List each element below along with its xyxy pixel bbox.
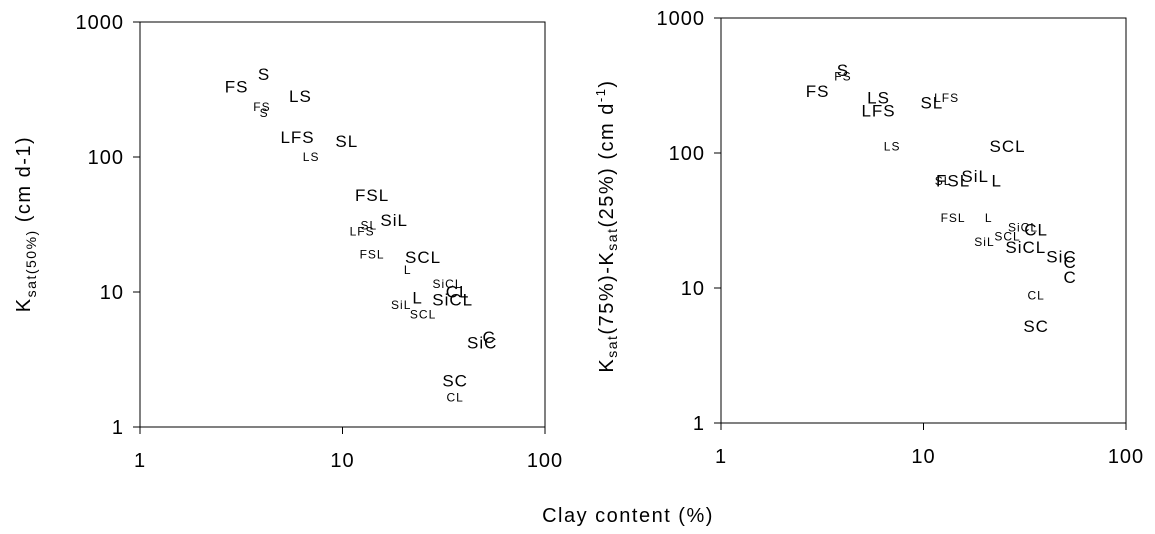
data-point-right-15: SiCL: [1008, 221, 1038, 235]
data-point-left-3: FS: [253, 100, 270, 114]
data-point-right-20: SiC: [1046, 247, 1076, 266]
data-point-right-8: SCL: [989, 137, 1025, 156]
y-axis-label-right-sup: -1: [593, 88, 608, 103]
data-point-left-19: SiL: [391, 298, 411, 312]
data-point-left-11: LFS: [350, 225, 375, 239]
y-axis-label-right-tail: ): [596, 79, 618, 87]
data-point-right-3: LS: [867, 89, 890, 108]
ticks-left: 1 10 100 1 10 100 1000: [76, 12, 563, 472]
y-axis-label-left-main: K: [13, 297, 35, 312]
data-point-right-5: SL: [920, 93, 943, 112]
data-point-left-6: SL: [335, 132, 358, 151]
y-axis-label-right-mid2: (25%) (cm d: [596, 102, 618, 227]
y-tick-label-right-2: 100: [669, 143, 705, 165]
data-point-left-14: L: [404, 263, 412, 277]
y-axis-label-right-main: K: [596, 358, 618, 373]
y-tick-label-right-0: 1: [693, 413, 705, 435]
data-point-right-13: FSL: [941, 211, 966, 225]
data-point-left-15: SiCL: [432, 277, 462, 291]
data-point-right-14: L: [985, 211, 993, 225]
x-tick-label-right-1: 10: [911, 446, 935, 468]
x-tick-label-right-0: 1: [715, 446, 727, 468]
data-point-right-16: CL: [1024, 220, 1048, 239]
data-point-right-1: FS: [834, 69, 851, 83]
x-tick-label-right-2: 100: [1108, 446, 1144, 468]
data-point-left-2: LS: [289, 87, 312, 106]
data-point-right-6: LFS: [861, 101, 895, 120]
data-point-right-17: SCL: [994, 230, 1020, 244]
y-axis-label-right: Ksat(75%)-Ksat(25%) (cm d-1): [593, 79, 620, 372]
data-point-right-19: SiCL: [1005, 238, 1046, 257]
y-tick-label-right-1: 10: [681, 278, 705, 300]
data-point-left-9: SiL: [380, 211, 408, 230]
plot-area-left: [139, 21, 546, 428]
y-tick-label-left-2: 100: [88, 147, 124, 169]
data-point-left-17: L: [412, 289, 422, 308]
y-axis-label-left: Ksat(50%) (cm d-1): [13, 136, 39, 312]
x-tick-label-left-1: 10: [330, 450, 354, 472]
data-point-right-24: SC: [1023, 317, 1049, 336]
data-point-left-12: FSL: [360, 247, 385, 261]
data-point-right-12: L: [992, 172, 1002, 191]
data-point-right-2: FS: [806, 82, 830, 101]
data-point-left-5: LFS: [280, 128, 314, 147]
data-point-right-11: SL: [935, 174, 952, 188]
data-point-left-4: S: [260, 106, 269, 120]
data-point-left-24: CL: [446, 391, 463, 405]
data-point-right-10: FSL: [936, 172, 970, 191]
data-point-left-23: SC: [442, 371, 468, 390]
data-point-right-21: C: [1064, 253, 1077, 272]
y-axis-label-left-tail: (cm d-1): [13, 136, 35, 230]
data-point-left-20: SCL: [410, 308, 436, 322]
x-axis-label-shared: Clay content (%): [542, 505, 714, 527]
data-point-left-8: FSL: [355, 186, 389, 205]
y-tick-label-right-3: 1000: [657, 8, 706, 30]
plot-area-right: [720, 17, 1127, 424]
y-axis-label-right-mid: (75%)-K: [596, 251, 618, 335]
data-point-left-22: SiC: [467, 333, 497, 352]
y-axis-label-right-sub: sat: [604, 335, 620, 358]
data-point-right-4: LFS: [934, 91, 959, 105]
data-point-right-18: SiL: [974, 235, 994, 249]
data-point-left-16: CL: [446, 283, 470, 302]
data-point-right-9: SiL: [961, 167, 989, 186]
data-point-left-0: S: [258, 65, 270, 84]
data-point-left-1: FS: [225, 78, 249, 97]
ticks-right: 1 10 100 1 10 100 1000: [657, 8, 1144, 468]
data-point-left-7: LS: [303, 150, 320, 164]
x-tick-label-left-2: 100: [527, 450, 563, 472]
chart-right: Ksat(75%)-Ksat(25%) (cm d-1) 1 10 10011010…: [593, 8, 1144, 468]
data-point-left-21: C: [483, 328, 496, 347]
data-point-right-22: C: [1064, 268, 1077, 287]
y-axis-label-right-sub2: sat: [604, 228, 620, 251]
data-point-left-18: SiCL: [432, 291, 473, 310]
data-point-right-7: LS: [884, 139, 901, 153]
x-tick-label-left-0: 1: [134, 450, 146, 472]
data-point-left-13: SCL: [405, 248, 441, 267]
y-tick-label-left-1: 10: [100, 282, 124, 304]
data-point-right-23: CL: [1027, 288, 1044, 302]
data-point-right-0: S: [837, 61, 849, 80]
y-axis-label-left-sub: sat(50%): [23, 229, 39, 297]
y-tick-label-left-3: 1000: [76, 12, 125, 34]
data-point-left-10: SL: [361, 219, 378, 233]
y-tick-label-left-0: 1: [112, 417, 124, 439]
